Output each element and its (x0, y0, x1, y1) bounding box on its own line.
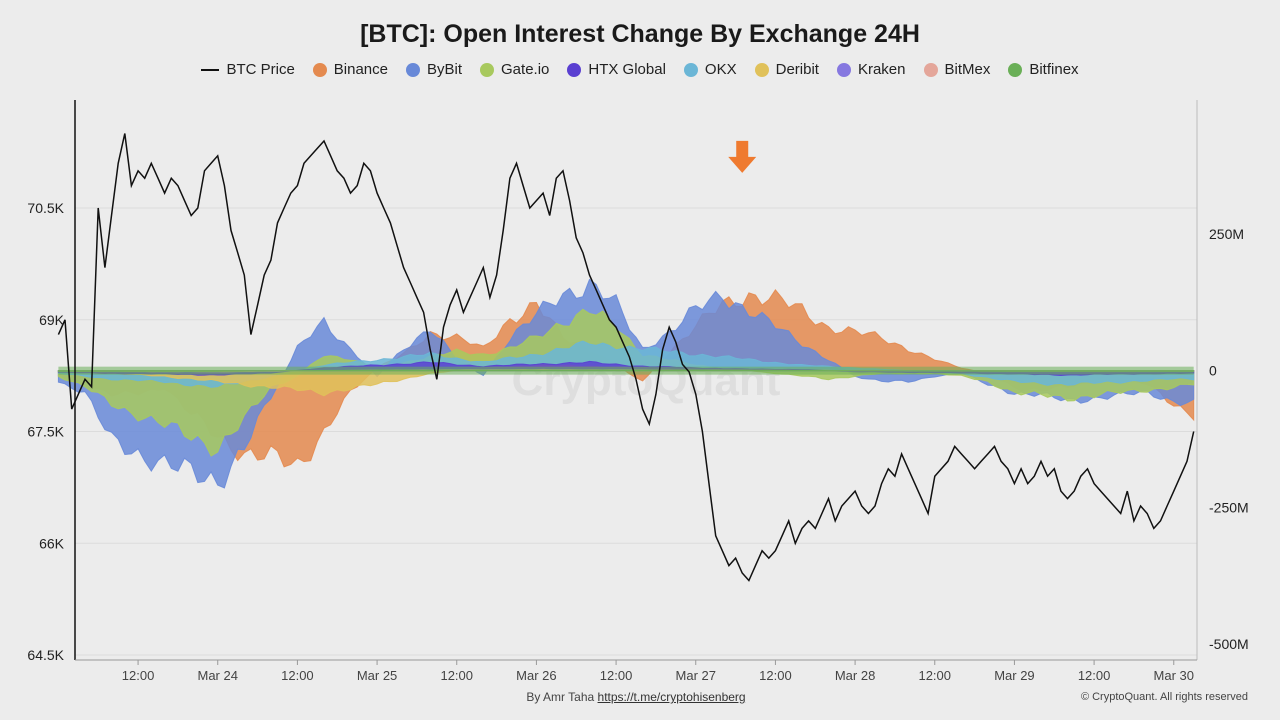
legend-item-htx-global[interactable]: HTX Global (567, 61, 666, 78)
legend-label: ByBit (427, 61, 463, 78)
legend-label: BTC Price (226, 61, 295, 78)
legend-item-binance[interactable]: Binance (312, 61, 388, 78)
x-tick-label: Mar 28 (835, 668, 875, 683)
x-tick-label: Mar 30 (1154, 668, 1194, 683)
chart-title: [BTC]: Open Interest Change By Exchange … (360, 20, 920, 48)
legend-item-deribit[interactable]: Deribit (754, 61, 819, 78)
left-tick-label: 67.5K (27, 424, 64, 440)
dot-icon (683, 62, 698, 77)
credit-link[interactable]: https://t.me/cryptohisenberg (597, 690, 746, 704)
x-tick-label: 12:00 (600, 668, 633, 683)
btc-price-line (57, 133, 1195, 582)
footer-copyright: © CryptoQuant. All rights reserved (1080, 691, 1248, 703)
legend-label: Binance (333, 61, 388, 78)
x-tick-label: 12:00 (759, 668, 792, 683)
footer-credit: By Amr Taha https://t.me/cryptohisenberg (0, 690, 1272, 704)
legend-label: BitMex (944, 61, 991, 78)
legend-item-kraken[interactable]: Kraken (836, 61, 906, 78)
left-tick-label: 70.5K (27, 200, 64, 216)
credit-author: By Amr Taha (526, 690, 595, 704)
legend-label: Kraken (857, 61, 906, 78)
x-tick-label: 12:00 (440, 668, 473, 683)
left-tick-label: 66K (39, 535, 65, 551)
legend-item-bitmex[interactable]: BitMex (923, 61, 991, 78)
dot-icon (480, 62, 495, 77)
right-tick-label: 0 (1209, 363, 1217, 379)
legend-label: Gate.io (501, 61, 550, 78)
legend-item-btc-price[interactable]: BTC Price (201, 61, 295, 78)
right-tick-label: -500M (1209, 636, 1249, 652)
x-tick-label: Mar 26 (516, 668, 556, 683)
legend-label: Deribit (775, 61, 819, 78)
dot-icon (836, 62, 851, 77)
dot-icon (923, 62, 938, 77)
x-tick-label: Mar 25 (357, 668, 397, 683)
dot-icon (754, 62, 769, 77)
legend-item-bybit[interactable]: ByBit (406, 61, 462, 78)
x-tick-label: 12:00 (918, 668, 951, 683)
chart-legend: BTC Price Binance ByBit Gate.io HTX Glob… (0, 61, 1280, 78)
dot-icon (1008, 62, 1023, 77)
dot-icon (406, 62, 420, 77)
left-tick-label: 69K (39, 312, 65, 328)
x-tick-label: Mar 29 (994, 668, 1034, 683)
x-tick-label: Mar 27 (676, 668, 716, 683)
legend-item-bitfinex[interactable]: Bitfinex (1008, 61, 1079, 78)
left-tick-label: 64.5K (27, 647, 64, 663)
bitfinex-band (58, 366, 1194, 375)
right-tick-label: 250M (1209, 226, 1244, 242)
annotation-arrow (728, 140, 757, 173)
legend-item-okx[interactable]: OKX (683, 61, 737, 78)
x-tick-label: 12:00 (122, 668, 155, 683)
legend-label: HTX Global (588, 61, 666, 78)
x-tick-label: 12:00 (1078, 668, 1111, 683)
x-tick-label: Mar 24 (198, 668, 238, 683)
line-icon (201, 68, 220, 71)
right-tick-label: -250M (1209, 499, 1249, 515)
dot-icon (312, 62, 327, 77)
dot-icon (567, 62, 582, 77)
x-tick-label: 12:00 (281, 668, 314, 683)
legend-label: Bitfinex (1029, 61, 1079, 78)
legend-item-gateio[interactable]: Gate.io (480, 61, 549, 78)
legend-label: OKX (704, 61, 737, 78)
